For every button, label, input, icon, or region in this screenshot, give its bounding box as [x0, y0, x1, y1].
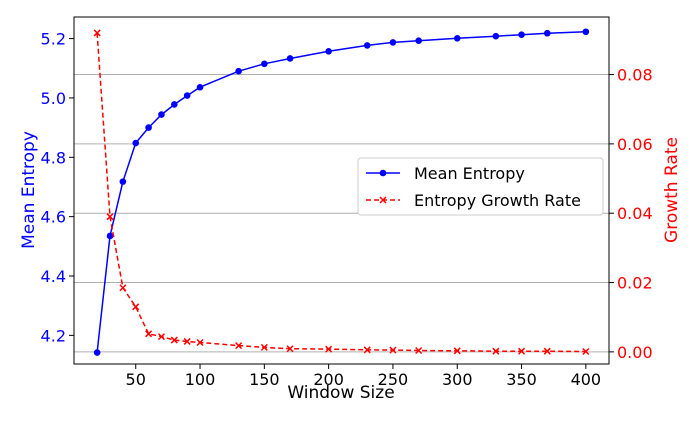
x-tick-label: 150: [249, 370, 280, 389]
x-tick-label: 350: [506, 370, 537, 389]
right-axis-ticks: 0.00 0.02 0.04 0.06 0.08: [609, 66, 653, 362]
data-point: [145, 124, 152, 131]
data-point: [363, 42, 371, 49]
x-tick-label: 100: [185, 370, 216, 389]
data-point: [325, 48, 332, 55]
series-layer: [93, 28, 590, 356]
data-point: [106, 232, 114, 240]
data-point: [582, 347, 590, 356]
data-point: [119, 178, 127, 185]
legend-marker-mean-entropy: [379, 169, 387, 177]
data-point: [171, 101, 178, 108]
plot-frame: [73, 16, 610, 365]
data-point: [286, 55, 294, 62]
left-tick-label: 4.2: [41, 326, 66, 345]
data-point: [196, 83, 204, 91]
data-point: [183, 337, 191, 345]
legend-label-mean-entropy: Mean Entropy: [414, 164, 525, 183]
data-point: [325, 345, 333, 353]
data-point: [286, 345, 294, 353]
data-point: [518, 347, 526, 355]
data-point: [119, 284, 127, 292]
right-axis-label: Growth Rate: [662, 137, 682, 243]
data-point: [492, 32, 500, 40]
left-tick-label: 5.0: [41, 89, 66, 108]
data-point: [260, 343, 268, 351]
data-point: [415, 37, 422, 44]
data-point: [170, 336, 178, 344]
legend-box: [357, 157, 604, 216]
data-point: [261, 60, 268, 68]
data-point: [453, 347, 461, 355]
data-point: [106, 213, 114, 221]
data-point: [389, 39, 397, 46]
right-tick-label: 0.08: [617, 66, 653, 85]
data-point: [93, 349, 101, 356]
x-axis-label: Window Size: [287, 383, 394, 403]
data-point: [132, 139, 140, 147]
x-tick-label: 50: [126, 370, 146, 389]
x-tick-label: 200: [313, 370, 344, 389]
data-point: [363, 346, 371, 354]
data-point: [235, 342, 243, 350]
data-point: [582, 28, 590, 36]
data-point: [415, 346, 423, 355]
data-point: [389, 346, 397, 354]
legend-label-growth-rate: Entropy Growth Rate: [414, 191, 581, 210]
left-tick-label: 4.6: [41, 208, 66, 227]
data-point: [543, 29, 551, 37]
x-tick-label: 250: [378, 370, 409, 389]
series-mean-entropy: [93, 28, 590, 356]
left-tick-label: 4.4: [41, 267, 66, 286]
legend: Mean Entropy Entropy Growth Rate: [357, 157, 604, 216]
data-point: [453, 34, 461, 42]
x-axis-ticks: 50 100 150 200 250 300 350 400: [126, 364, 602, 389]
data-point: [235, 67, 242, 75]
data-point: [132, 303, 140, 311]
data-point: [158, 111, 165, 118]
right-tick-label: 0.06: [617, 135, 653, 154]
data-point: [157, 333, 165, 341]
left-tick-label: 4.8: [41, 148, 66, 167]
left-axis-ticks: 4.2 4.4 4.6 4.8 5.0 5.2: [41, 30, 74, 345]
x-tick-label: 400: [571, 370, 602, 389]
series-growth-rate: [93, 29, 590, 356]
data-point: [543, 347, 551, 355]
right-tick-label: 0.04: [617, 204, 653, 223]
data-point: [145, 330, 153, 338]
data-point: [518, 31, 525, 39]
right-tick-label: 0.02: [617, 274, 653, 293]
data-point: [93, 29, 101, 37]
legend-marker-growth-rate: [379, 196, 387, 204]
right-tick-label: 0.00: [617, 343, 653, 362]
data-point: [183, 92, 191, 99]
data-point: [492, 347, 500, 355]
left-axis-label: Mean Entropy: [19, 131, 39, 249]
x-tick-label: 300: [442, 370, 473, 389]
left-tick-label: 5.2: [41, 30, 66, 49]
data-point: [196, 338, 204, 347]
